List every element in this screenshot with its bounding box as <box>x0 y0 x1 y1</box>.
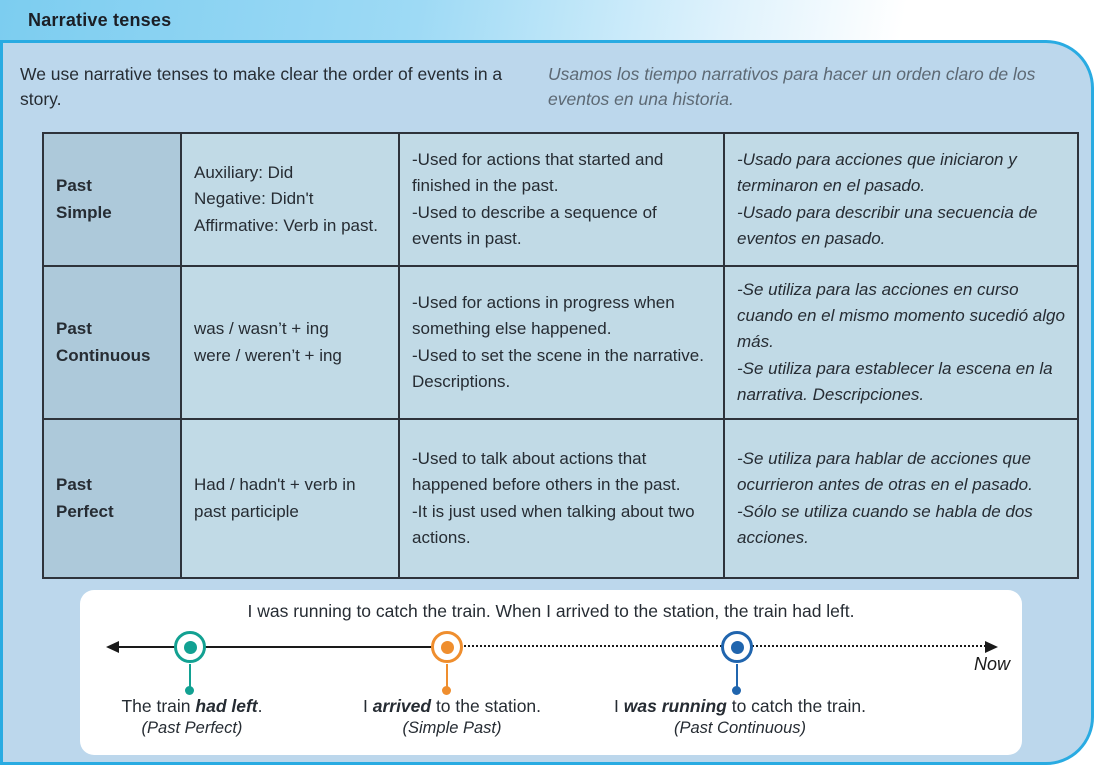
cell-tense: Past Continuous <box>42 265 182 420</box>
table-row: Past Simple Auxiliary: Did Negative: Did… <box>42 132 1079 267</box>
cell-use-es: -Usado para acciones que iniciaron y ter… <box>723 132 1079 267</box>
cell-use-es: -Se utiliza para hablar de acciones que … <box>723 418 1079 579</box>
event-stem <box>189 664 191 688</box>
cell-form: Had / hadn't + verb in past participle <box>180 418 400 579</box>
event-label: I arrived to the station. (Simple Past) <box>363 696 541 738</box>
event-verb: was running <box>623 696 727 716</box>
event-sentence: I arrived to the station. <box>362 696 542 716</box>
cell-use-es: -Se utiliza para las acciones en curso c… <box>723 265 1079 420</box>
timeline-sentence: I was running to catch the train. When I… <box>247 601 855 621</box>
timeline-dotted-line <box>447 645 990 647</box>
tenses-table: Past Simple Auxiliary: Did Negative: Did… <box>42 132 1079 579</box>
event-stem <box>446 664 448 688</box>
cell-form: Auxiliary: Did Negative: Didn't Affirmat… <box>180 132 400 267</box>
event-tense-name: (Simple Past) <box>402 719 502 737</box>
event-verb: arrived <box>372 696 432 716</box>
event-stem-dot <box>442 686 451 695</box>
event-stem-dot <box>732 686 741 695</box>
cell-form: was / wasn’t + ing were / weren’t + ing <box>180 265 400 420</box>
cell-use-en: -Used for actions that started and finis… <box>398 132 725 267</box>
event-marker-dot <box>183 640 197 654</box>
event-marker-icon <box>431 631 463 663</box>
event-stem-dot <box>185 686 194 695</box>
timeline-card: I was running to catch the train. When I… <box>80 590 1022 755</box>
page-title: Narrative tenses <box>28 9 172 30</box>
event-verb: had left <box>195 696 258 716</box>
event-sentence: I was running to catch the train. <box>614 696 866 716</box>
event-marker-dot <box>440 640 454 654</box>
table-row: Past Perfect Had / hadn't + verb in past… <box>42 418 1079 579</box>
cell-tense: Past Simple <box>42 132 182 267</box>
cell-tense: Past Perfect <box>42 418 182 579</box>
event-stem <box>736 664 738 688</box>
timeline-arrow-left-icon <box>106 641 119 653</box>
event-label: I was running to catch the train. (Past … <box>614 696 866 738</box>
event-tense-name: (Past Perfect) <box>141 719 243 737</box>
event-marker-dot <box>730 640 744 654</box>
event-sentence: The train had left. <box>121 696 263 716</box>
event-label: The train had left. (Past Perfect) <box>121 696 262 738</box>
event-tense-name: (Past Continuous) <box>673 719 807 737</box>
intro-english: We use narrative tenses to make clear th… <box>20 64 503 110</box>
timeline-now-label: Now <box>973 654 1010 674</box>
table-row: Past Continuous was / wasn’t + ing were … <box>42 265 1079 420</box>
timeline-arrow-right-icon <box>985 641 998 653</box>
header-band: Narrative tenses <box>0 0 1100 40</box>
event-marker-icon <box>174 631 206 663</box>
intro-spanish: Usamos los tiempo narrativos para hacer … <box>548 64 1036 110</box>
timeline-solid-line <box>115 646 447 648</box>
event-marker-icon <box>721 631 753 663</box>
cell-use-en: -Used to talk about actions that happene… <box>398 418 725 579</box>
cell-use-en: -Used for actions in progress when somet… <box>398 265 725 420</box>
